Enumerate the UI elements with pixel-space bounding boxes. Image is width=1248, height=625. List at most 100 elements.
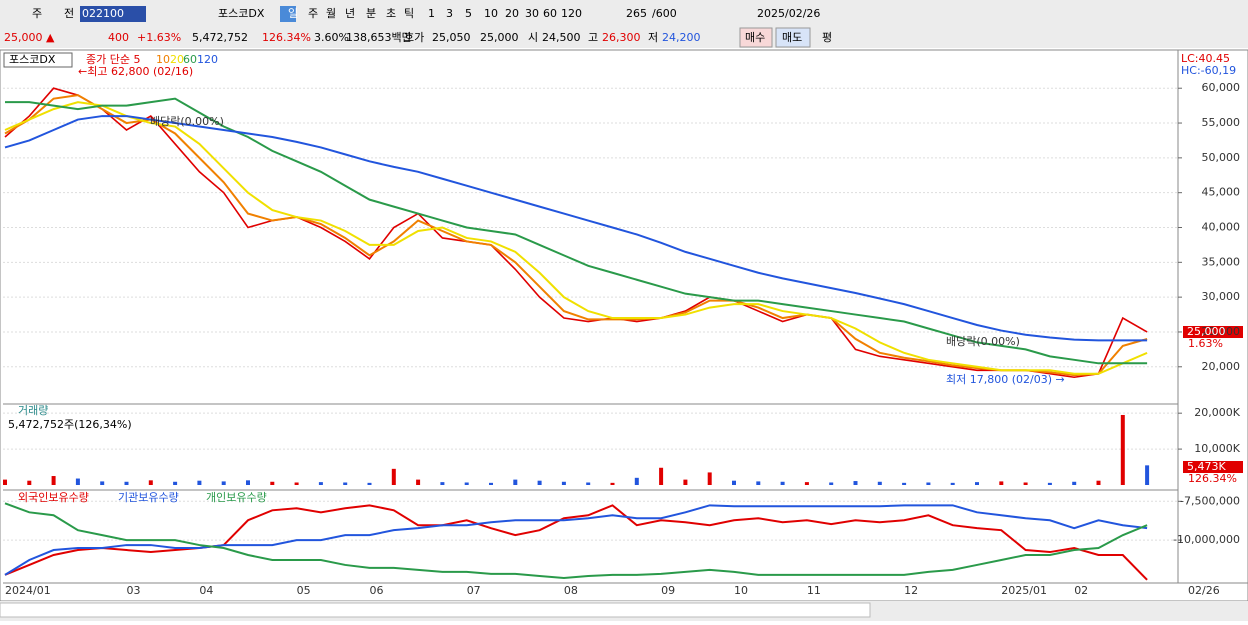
- info-change: 400: [108, 31, 129, 44]
- volume-bar: [27, 480, 32, 485]
- volume-bar: [318, 482, 323, 485]
- x-tick-label: 07: [467, 584, 481, 597]
- y-tick-label: 10,000K: [1194, 442, 1240, 455]
- lc-label: LC:40.45: [1181, 52, 1230, 65]
- volume-bar: [173, 481, 178, 485]
- volume-bar: [561, 481, 566, 485]
- buy-button[interactable]: [739, 27, 773, 48]
- annotation: ←최고 62,800 (02/16): [78, 65, 193, 78]
- info-amount: 138,653백만: [346, 31, 412, 44]
- toolbar-label[interactable]: 전: [64, 7, 74, 20]
- info-volume: 5,472,752: [192, 31, 248, 44]
- volume-bar: [124, 481, 129, 485]
- volume-bar: [853, 481, 858, 485]
- legend-entry[interactable]: 20: [170, 53, 184, 66]
- toolbar-label[interactable]: 주: [32, 7, 42, 20]
- x-tick-label: 03: [127, 584, 141, 597]
- last-price: 25,000: [1187, 325, 1226, 338]
- volume-bar: [1047, 482, 1052, 485]
- y-tick-label: -10,000,000: [1173, 533, 1240, 546]
- code-box[interactable]: [80, 6, 146, 22]
- volume-bar: [148, 480, 153, 485]
- toolbar-label[interactable]: 틱: [404, 7, 414, 20]
- legend-entry[interactable]: 120: [197, 53, 218, 66]
- toolbar-label[interactable]: 60: [543, 7, 557, 20]
- scroll-track[interactable]: [0, 602, 871, 618]
- line-series: [4, 94, 1148, 377]
- chart-frame: [0, 49, 1248, 602]
- toolbar-label[interactable]: 30: [525, 7, 539, 20]
- volume-bar: [246, 480, 250, 485]
- volume-bar: [950, 482, 955, 485]
- volume-bar: [999, 481, 1004, 485]
- toolbar-label[interactable]: 일: [288, 6, 298, 20]
- sell-button[interactable]: [775, 27, 811, 48]
- toolbar-label[interactable]: 포스코DX: [218, 7, 265, 20]
- toolbar-label[interactable]: 265: [626, 7, 647, 20]
- x-tick-label: 06: [370, 584, 384, 597]
- volume-bar: [1096, 480, 1101, 485]
- toolbar-label[interactable]: 월: [326, 7, 336, 20]
- volume-bar: [75, 478, 80, 485]
- info-avg[interactable]: 평: [822, 31, 832, 44]
- toolbar-label[interactable]: 2025/02/26: [757, 7, 820, 20]
- toolbar-label[interactable]: /600: [652, 7, 677, 20]
- volume-bar: [1145, 465, 1150, 485]
- volume-bar: [489, 482, 493, 485]
- y-tick-label: 50,000: [1202, 151, 1241, 164]
- toolbar-label[interactable]: 5: [465, 7, 472, 20]
- x-tick-label: 11: [807, 584, 821, 597]
- toolbar-label[interactable]: 10: [484, 7, 498, 20]
- x-tick-label: 09: [661, 584, 675, 597]
- volume-bar: [294, 482, 299, 485]
- legend-entry[interactable]: 종가 단순 5: [86, 53, 140, 66]
- line-series: [4, 504, 1148, 576]
- toolbar-label[interactable]: 3: [446, 7, 453, 20]
- info-turnover: 3.60%: [314, 31, 349, 44]
- x-end-label: 02/26: [1188, 584, 1220, 597]
- toolbar-label[interactable]: 초: [386, 7, 396, 20]
- volume-bar: [416, 479, 421, 485]
- line-series: [4, 115, 1148, 342]
- legend-entry[interactable]: 외국인보유수량: [18, 491, 89, 504]
- toolbar-label[interactable]: 년: [345, 7, 355, 20]
- annotation: 최저 17,800 (02/03) →: [946, 373, 1065, 386]
- toolbar-label[interactable]: 022100: [82, 7, 124, 20]
- x-tick-label: 2025/01: [1001, 584, 1047, 597]
- volume-bar: [877, 481, 882, 485]
- x-tick-label: 10: [734, 584, 748, 597]
- legend-entry[interactable]: 기관보유수량: [118, 491, 179, 504]
- last-rate: 1.63%: [1188, 337, 1223, 350]
- toolbar-label[interactable]: 1: [428, 7, 435, 20]
- daily-button[interactable]: [280, 6, 296, 22]
- toolbar-label[interactable]: 120: [561, 7, 582, 20]
- volume-bar: [610, 482, 615, 485]
- legend-entry[interactable]: 개인보유수량: [206, 491, 267, 504]
- toolbar-label[interactable]: 분: [366, 7, 376, 20]
- legend-entry[interactable]: 10: [156, 53, 170, 66]
- volume-bar: [343, 482, 348, 485]
- toolbar-label[interactable]: 20: [505, 7, 519, 20]
- info-buy[interactable]: 매수: [745, 31, 765, 44]
- info-high-label: 고: [588, 31, 598, 44]
- volume-subtitle: 5,472,752주(126,34%): [8, 418, 132, 431]
- last-price-box: [1183, 326, 1243, 338]
- volume-bar: [804, 482, 809, 485]
- volume-bar: [440, 482, 445, 485]
- legend-entry[interactable]: 60: [183, 53, 197, 66]
- last-volume-box: [1183, 461, 1243, 473]
- volume-bar: [732, 480, 736, 485]
- volume-bar: [197, 480, 202, 485]
- line-series: [4, 87, 1148, 379]
- info-sell[interactable]: 매도: [782, 31, 802, 44]
- annotation: 배당락(0.00%): [946, 335, 1020, 348]
- y-tick-label: 60,000: [1202, 81, 1241, 94]
- info-rate: +1.63%: [137, 31, 181, 44]
- y-tick-label: 40,000: [1202, 221, 1241, 234]
- y-tick-label: 35,000: [1202, 255, 1241, 268]
- toolbar-label[interactable]: 주: [308, 7, 318, 20]
- x-tick-label: 02: [1074, 584, 1088, 597]
- y-tick-label: 20,000K: [1194, 406, 1240, 419]
- info-quote-label: 호가: [404, 31, 424, 44]
- volume-bar: [1023, 482, 1028, 485]
